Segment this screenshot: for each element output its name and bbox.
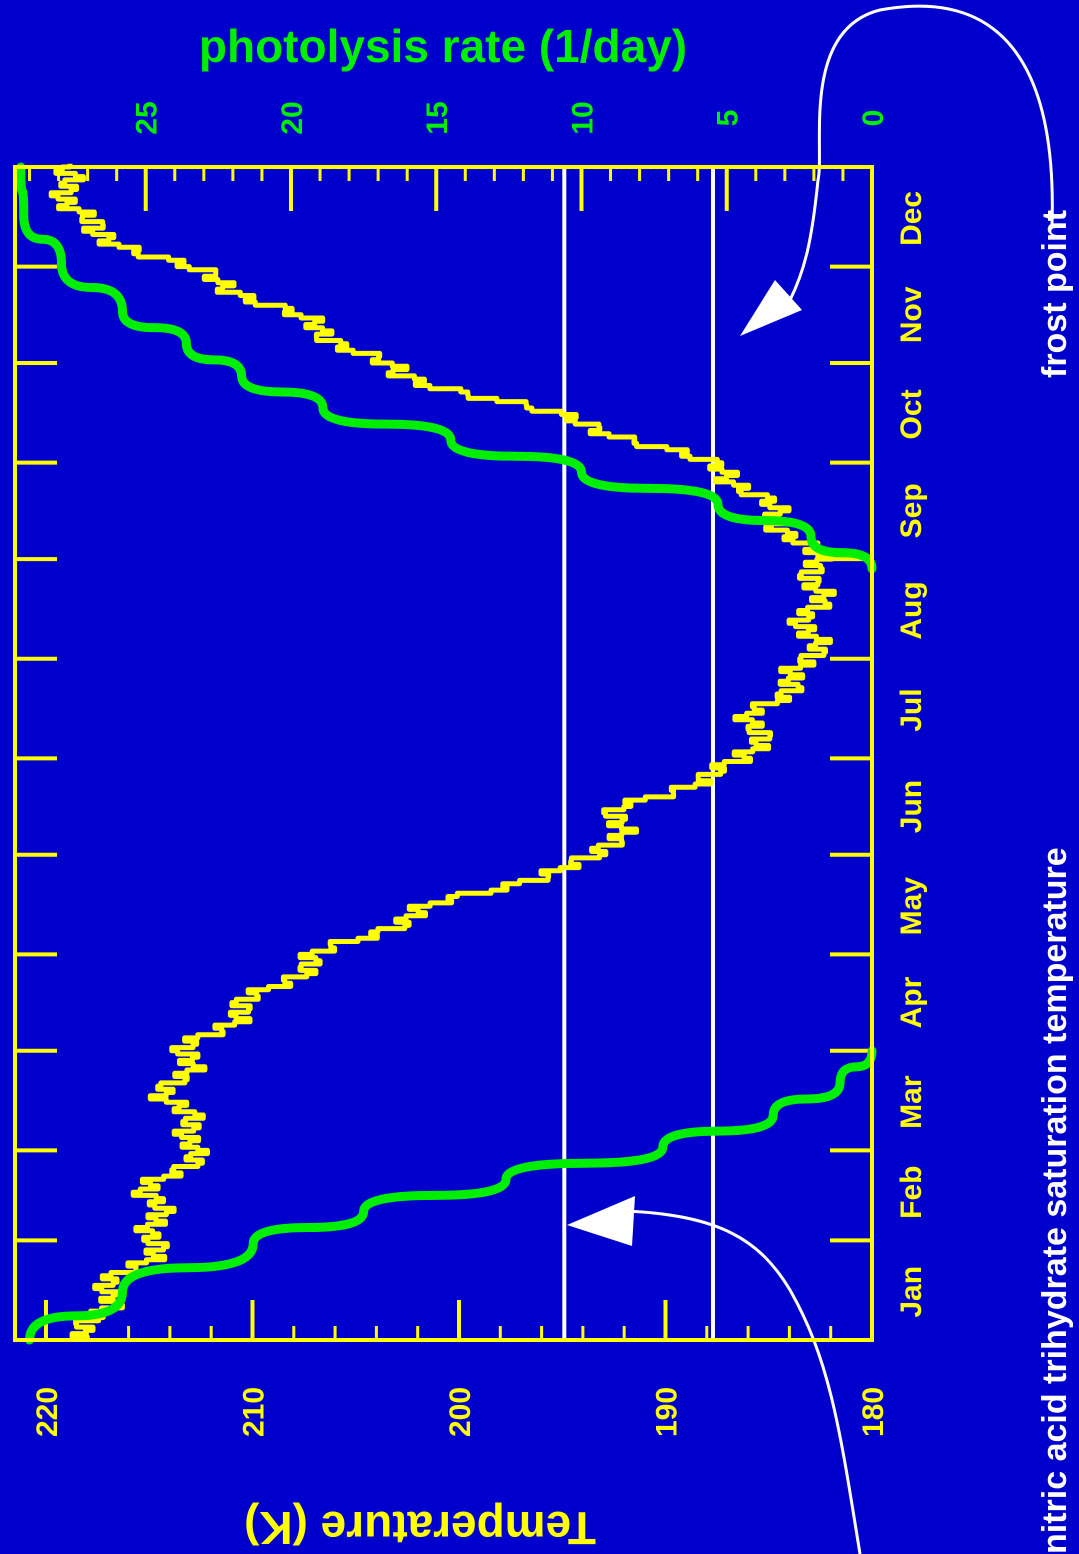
temperature-tick-label: 190 bbox=[650, 1387, 683, 1437]
month-label: May bbox=[895, 877, 928, 936]
month-label: Jan bbox=[895, 1266, 928, 1318]
photolysis-axis-title: photolysis rate (1/day) bbox=[199, 20, 687, 72]
month-label: Apr bbox=[895, 976, 928, 1028]
month-label: Aug bbox=[895, 581, 928, 639]
month-label: Dec bbox=[895, 191, 928, 246]
frost-point-arrowhead bbox=[740, 280, 802, 336]
temperature-tick-label: 200 bbox=[444, 1387, 477, 1437]
nat-saturation-label: nitric acid trihydrate saturation temper… bbox=[1036, 847, 1074, 1554]
month-label: Nov bbox=[895, 286, 928, 343]
photolysis-tick-label: 0 bbox=[857, 110, 890, 127]
photolysis-tick-label: 20 bbox=[276, 101, 309, 134]
month-label: Oct bbox=[895, 389, 928, 439]
photolysis-tick-label: 10 bbox=[566, 101, 599, 134]
nat-saturation-arrowhead bbox=[567, 1196, 635, 1246]
tick-labels: Jan Feb Mar Apr May Jun Jul Aug Sep Oct Nov Dec 180 1… bbox=[31, 101, 928, 1437]
photolysis-tick-label: 15 bbox=[421, 101, 454, 134]
photolysis-tick-label: 25 bbox=[131, 101, 164, 134]
temperature-axis-title: Temperature (K) bbox=[244, 1502, 596, 1554]
axis-ticks bbox=[15, 167, 872, 1340]
data-series bbox=[16, 162, 877, 1345]
nat-saturation-arrow bbox=[624, 1209, 862, 1554]
temperature-tick-label: 180 bbox=[857, 1387, 890, 1437]
month-label: Jul bbox=[895, 688, 928, 731]
month-label: Feb bbox=[895, 1165, 928, 1218]
photolysis-tick-label: 5 bbox=[712, 110, 745, 127]
photolysis-series-line bbox=[25, 1046, 877, 1345]
temperature-tick-label: 220 bbox=[31, 1387, 64, 1437]
month-label: Mar bbox=[895, 1075, 928, 1129]
plot-frame bbox=[13, 165, 874, 1342]
photolysis-series-line bbox=[16, 162, 877, 574]
temperature-series-line bbox=[48, 163, 837, 1340]
frost-point-arrow bbox=[788, 4, 1054, 301]
frost-point-label: frost point bbox=[1036, 210, 1074, 378]
month-label: Sep bbox=[895, 483, 928, 538]
month-label: Jun bbox=[895, 780, 928, 833]
reference-lines bbox=[562, 167, 715, 1340]
temperature-tick-label: 210 bbox=[237, 1387, 270, 1437]
